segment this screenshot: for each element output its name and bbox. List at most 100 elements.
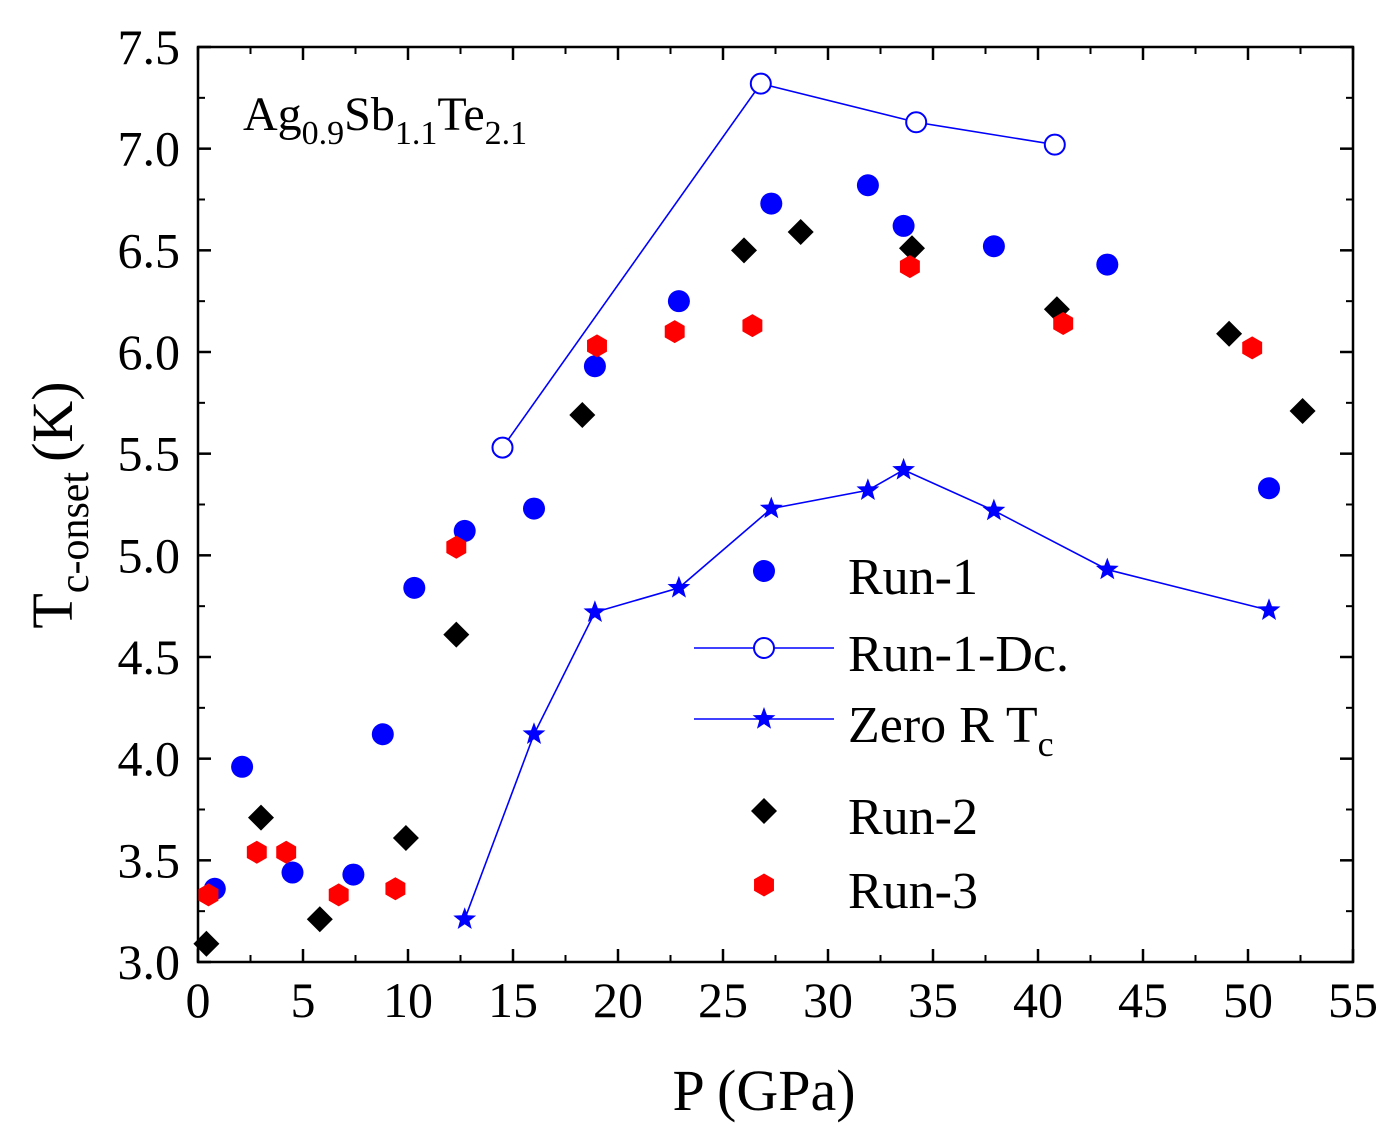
legend-item-run-3: Run-3 bbox=[754, 863, 978, 920]
x-tick-label: 20 bbox=[593, 972, 643, 1028]
data-point bbox=[1095, 557, 1119, 580]
data-point bbox=[905, 111, 928, 134]
y-tick-label: 7.5 bbox=[118, 19, 181, 75]
legend-label: Run-3 bbox=[848, 863, 978, 920]
data-point bbox=[281, 861, 304, 884]
data-point bbox=[587, 334, 607, 358]
data-point bbox=[403, 576, 426, 599]
data-point bbox=[982, 498, 1006, 521]
y-tick-label: 5.5 bbox=[118, 426, 181, 482]
y-tick-label: 5.0 bbox=[118, 527, 181, 583]
x-axis-title: P (GPa) bbox=[672, 1058, 855, 1123]
y-tick-labels: 3.0 3.5 4.0 4.5 5.0 5.5 6.0 6.5 7.0 7.5 bbox=[118, 19, 181, 990]
legend-label: Run-1 bbox=[848, 549, 978, 606]
data-point bbox=[276, 840, 297, 864]
data-point bbox=[453, 907, 477, 930]
data-point bbox=[667, 290, 690, 313]
data-point bbox=[759, 496, 783, 519]
legend-label: Zero R Tc bbox=[848, 697, 1054, 764]
series-line bbox=[463, 469, 1270, 920]
y-tick-label: 3.0 bbox=[118, 934, 181, 990]
data-point bbox=[1257, 598, 1281, 620]
data-point bbox=[1289, 397, 1316, 424]
data-point bbox=[667, 575, 691, 598]
legend-item-run-2: Run-2 bbox=[751, 789, 978, 846]
data-point bbox=[371, 723, 394, 746]
data-point bbox=[522, 722, 546, 744]
x-tick-label: 55 bbox=[1328, 972, 1378, 1028]
data-point bbox=[231, 755, 254, 778]
data-point bbox=[385, 877, 406, 901]
legend-item-zero-r-t: Zero R Tc bbox=[694, 697, 1054, 764]
data-point bbox=[248, 804, 274, 831]
data-point bbox=[193, 930, 220, 957]
x-tick-label: 45 bbox=[1118, 972, 1168, 1028]
legend: Run-1 Run-1-Dc. Zero R Tc Run-2 Run-3 bbox=[694, 549, 1069, 920]
data-point bbox=[856, 478, 880, 500]
data-point bbox=[583, 600, 607, 622]
legend-marker bbox=[753, 560, 775, 582]
x-tick-label: 50 bbox=[1223, 972, 1273, 1028]
sample-label: Ag0.9Sb1.1Te2.1 bbox=[243, 88, 527, 152]
data-point bbox=[198, 883, 219, 907]
legend-label: Run-2 bbox=[848, 789, 978, 846]
data-point bbox=[1096, 253, 1119, 276]
series-run-1 bbox=[203, 174, 1280, 900]
axis-ticks bbox=[196, 45, 1355, 964]
data-point bbox=[453, 519, 476, 542]
x-tick-labels: 0 5 10 15 20 25 30 35 40 45 50 55 bbox=[186, 972, 1379, 1028]
data-point bbox=[892, 457, 916, 480]
data-point bbox=[856, 174, 879, 197]
data-point bbox=[491, 436, 514, 459]
series-line bbox=[501, 82, 1055, 449]
legend-marker bbox=[753, 637, 775, 659]
x-tick-label: 30 bbox=[803, 972, 853, 1028]
data-point bbox=[760, 192, 783, 215]
legend-item-run-1-dc: Run-1-Dc. bbox=[694, 626, 1069, 683]
data-point bbox=[731, 237, 757, 264]
y-tick-label: 6.0 bbox=[118, 324, 181, 380]
data-point bbox=[892, 214, 915, 237]
series-zero-r-t bbox=[453, 457, 1281, 930]
y-tick-label: 4.5 bbox=[118, 629, 181, 685]
data-point bbox=[787, 219, 814, 246]
data-point bbox=[1216, 320, 1243, 347]
legend-label: Run-1-Dc. bbox=[848, 626, 1069, 683]
legend-marker bbox=[752, 707, 776, 729]
data-point bbox=[664, 320, 685, 344]
x-tick-label: 40 bbox=[1013, 972, 1063, 1028]
data-point bbox=[523, 497, 545, 520]
data-point bbox=[446, 535, 467, 559]
y-axis-title: Tc-onset(K) bbox=[20, 381, 98, 628]
data-point bbox=[443, 621, 470, 648]
y-tick-label: 4.0 bbox=[118, 731, 181, 787]
data-point bbox=[583, 355, 606, 378]
series-layer bbox=[193, 72, 1316, 957]
legend-marker bbox=[754, 873, 774, 897]
data-point bbox=[1258, 477, 1280, 500]
x-tick-label: 35 bbox=[908, 972, 958, 1028]
y-tick-label: 7.0 bbox=[118, 121, 181, 177]
y-tick-label: 6.5 bbox=[118, 222, 181, 278]
data-point bbox=[1053, 312, 1074, 336]
data-point bbox=[328, 883, 349, 907]
x-tick-label: 5 bbox=[291, 972, 316, 1028]
x-tick-label: 15 bbox=[488, 972, 538, 1028]
data-point bbox=[749, 72, 772, 95]
legend-marker bbox=[751, 798, 777, 824]
data-point bbox=[742, 314, 763, 338]
y-tick-label: 3.5 bbox=[118, 832, 181, 888]
x-tick-label: 0 bbox=[186, 972, 211, 1028]
series-run-2 bbox=[193, 219, 1316, 957]
data-point bbox=[982, 235, 1005, 258]
data-point bbox=[569, 402, 596, 429]
data-point bbox=[1043, 133, 1066, 156]
x-tick-label: 25 bbox=[698, 972, 748, 1028]
series-run-3 bbox=[198, 255, 1263, 907]
data-point bbox=[392, 824, 419, 851]
data-point bbox=[1242, 336, 1263, 360]
data-point bbox=[342, 863, 365, 886]
data-point bbox=[899, 235, 925, 262]
data-point bbox=[899, 255, 920, 279]
